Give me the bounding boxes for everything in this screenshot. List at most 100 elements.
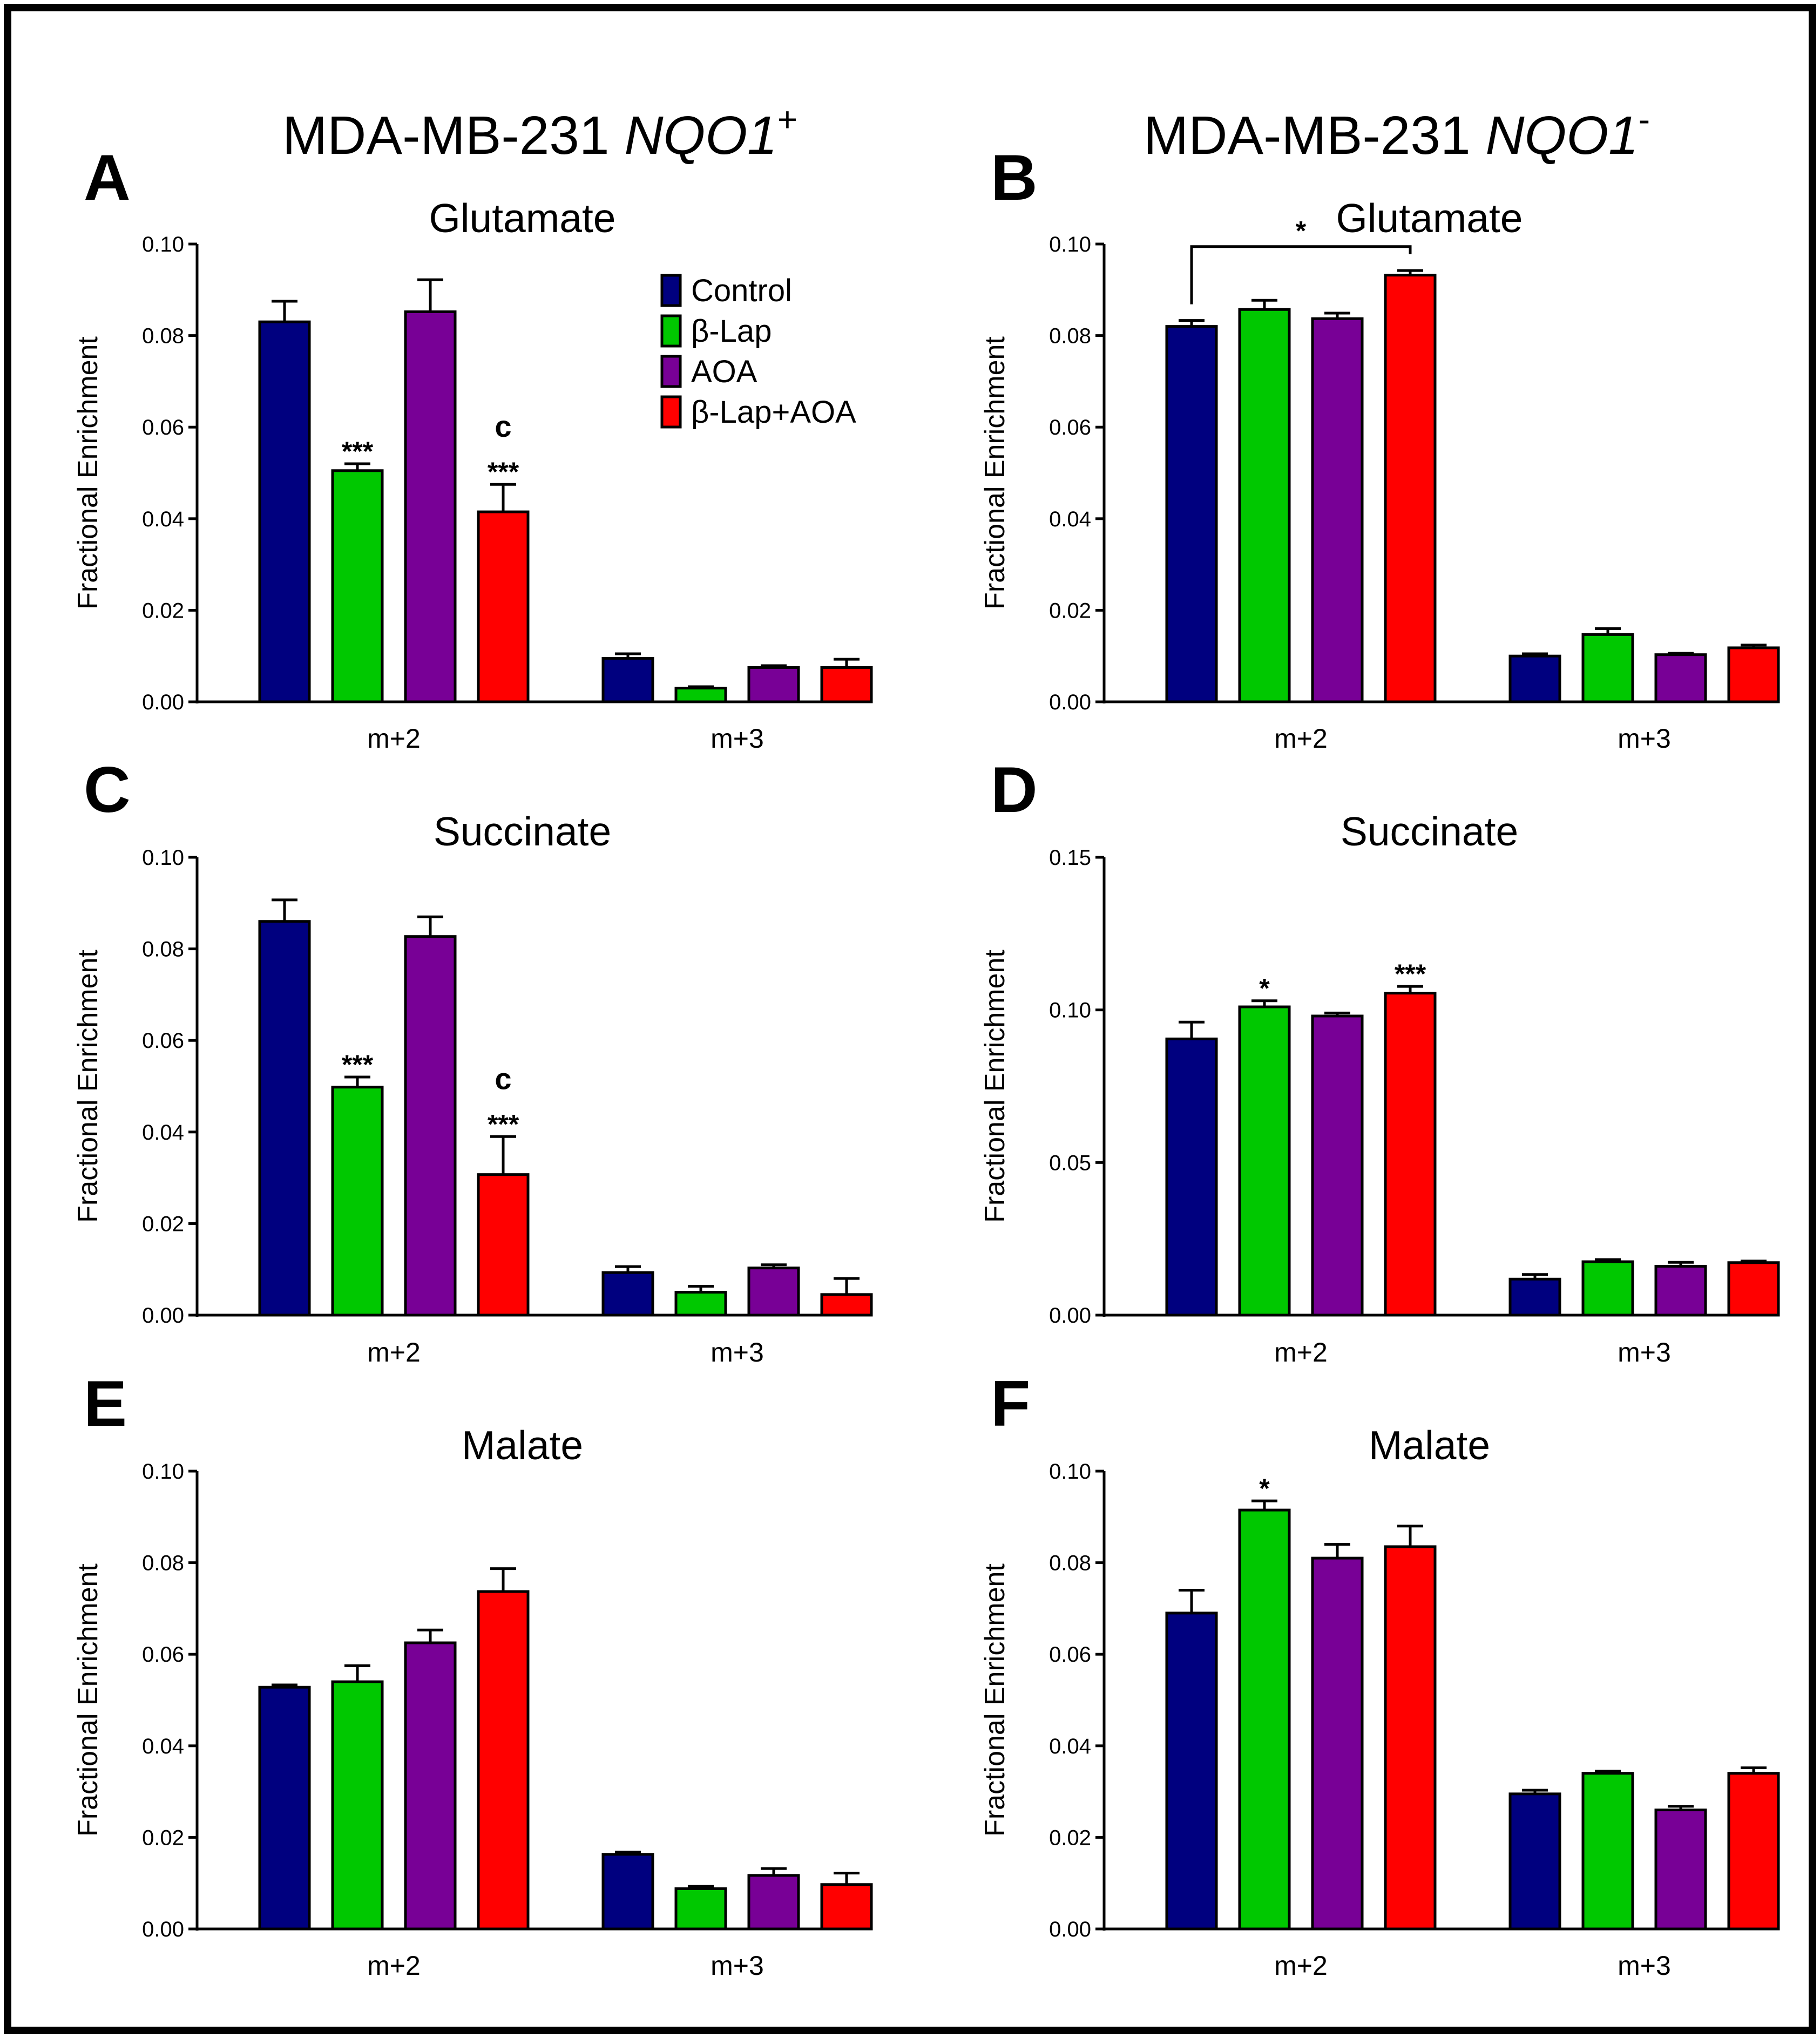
y-tick-label: 0.10 (142, 846, 184, 870)
bar (1165, 1612, 1218, 1931)
bar (331, 1086, 384, 1317)
bar (601, 656, 654, 703)
y-tick-label: 0.10 (1049, 233, 1091, 256)
y-tick-label: 0.02 (142, 1826, 184, 1850)
x-category-label: m+2 (367, 723, 421, 754)
panel-a: A Glutamate 0.00 0.02 0.04 0.06 0.08 0.10 Fracti… (72, 141, 873, 754)
panels: A Glutamate 0.00 0.02 0.04 0.06 0.08 0.10 Fracti… (72, 141, 1780, 1981)
bar (1581, 633, 1634, 703)
legend-label: β-Lap+AOA (691, 395, 856, 430)
y-tick-label: 0.04 (142, 1735, 184, 1758)
panel-b: B Glutamate 0.00 0.02 0.04 0.06 0.08 0.10 Fracti… (979, 141, 1780, 754)
figure-frame (4, 4, 1816, 2034)
bar (477, 1173, 530, 1317)
significance-bracket (1190, 245, 1412, 304)
significance-label: *** (488, 1109, 519, 1139)
y-tick-label: 0.15 (1049, 846, 1091, 870)
significance-label: * (1259, 1473, 1270, 1504)
panel-letter: C (84, 754, 131, 826)
y-tick-label: 0.04 (142, 1121, 184, 1145)
y-tick-label: 0.06 (1049, 1643, 1091, 1667)
y-tick-label: 0.04 (1049, 1735, 1091, 1758)
y-tick-label: 0.06 (142, 1029, 184, 1053)
bar (331, 469, 384, 703)
bar (747, 1874, 800, 1931)
legend-swatch (660, 395, 682, 429)
bar (1727, 1772, 1780, 1931)
x-category-label: m+2 (367, 1337, 421, 1367)
x-category-label: m+3 (1618, 1337, 1671, 1367)
panel-letter: D (991, 754, 1038, 826)
x-category-label: m+3 (711, 1951, 764, 1981)
bar (258, 920, 311, 1317)
legend-label: Control (691, 273, 792, 308)
y-axis-label: Fractional Enrichment (979, 950, 1011, 1223)
significance-label: *** (342, 1050, 374, 1080)
bar (1384, 992, 1437, 1317)
right-column-title: MDA-MB-231 NQO1- (1144, 100, 1650, 166)
bar (820, 1293, 873, 1317)
significance-label: *** (488, 457, 519, 487)
x-category-label: m+3 (711, 1337, 764, 1367)
significance-label: * (1259, 973, 1270, 1004)
x-category-label: m+3 (711, 723, 764, 754)
bar (1238, 1005, 1291, 1317)
y-tick-label: 0.00 (142, 690, 184, 714)
legend-swatch (660, 274, 682, 307)
bar (820, 1883, 873, 1931)
y-tick-label: 0.06 (1049, 416, 1091, 439)
x-category-label: m+2 (1274, 723, 1328, 754)
bar (1654, 653, 1707, 703)
y-tick-label: 0.02 (142, 599, 184, 622)
right-title-gene: NQO1 (1485, 105, 1638, 166)
bar (1311, 317, 1364, 703)
panel-title: Succinate (434, 809, 611, 854)
y-axis-label: Fractional Enrichment (979, 336, 1011, 610)
bracket-label: * (1296, 216, 1307, 246)
x-category-label: m+3 (1618, 1951, 1671, 1981)
y-tick-label: 0.08 (1049, 1552, 1091, 1575)
panel-letter: F (991, 1367, 1030, 1440)
y-tick-label: 0.10 (142, 233, 184, 256)
y-tick-label: 0.10 (1049, 1460, 1091, 1484)
bar (477, 510, 530, 703)
x-category-label: m+3 (1618, 723, 1671, 754)
y-axis-label: Fractional Enrichment (72, 1563, 104, 1837)
panel-letter: A (84, 141, 131, 214)
bar (674, 1291, 727, 1317)
bar (820, 666, 873, 703)
bar (674, 687, 727, 703)
y-tick-label: 0.10 (1049, 999, 1091, 1023)
y-tick-label: 0.05 (1049, 1151, 1091, 1175)
left-title-sup: + (777, 100, 797, 139)
y-axis-label: Fractional Enrichment (72, 336, 104, 610)
bar (404, 1641, 457, 1931)
bar (1654, 1265, 1707, 1317)
y-tick-label: 0.00 (1049, 690, 1091, 714)
bar (1238, 308, 1291, 703)
y-tick-label: 0.00 (1049, 1304, 1091, 1328)
panel-f: F Malate 0.00 0.02 0.04 0.06 0.08 0.10 Fractiona… (979, 1367, 1780, 1981)
y-tick-label: 0.00 (1049, 1918, 1091, 1941)
bar (1311, 1556, 1364, 1931)
bar (404, 310, 457, 703)
legend-swatch (660, 355, 682, 388)
x-category-label: m+2 (367, 1951, 421, 1981)
bar (477, 1590, 530, 1931)
y-tick-label: 0.00 (142, 1918, 184, 1941)
y-axis-label: Fractional Enrichment (72, 950, 104, 1223)
right-title-text: MDA-MB-231 (1144, 105, 1485, 166)
panel-title: Glutamate (1336, 195, 1523, 241)
bar (601, 1853, 654, 1931)
bar (1384, 274, 1437, 703)
bar (747, 1267, 800, 1317)
panel-title: Malate (1369, 1423, 1490, 1468)
legend-swatch (660, 314, 682, 348)
bar (674, 1887, 727, 1931)
left-title-text: MDA-MB-231 (282, 105, 624, 166)
y-tick-label: 0.10 (142, 1460, 184, 1484)
y-tick-label: 0.08 (142, 938, 184, 962)
bar (1165, 325, 1218, 703)
bar (1384, 1545, 1437, 1931)
